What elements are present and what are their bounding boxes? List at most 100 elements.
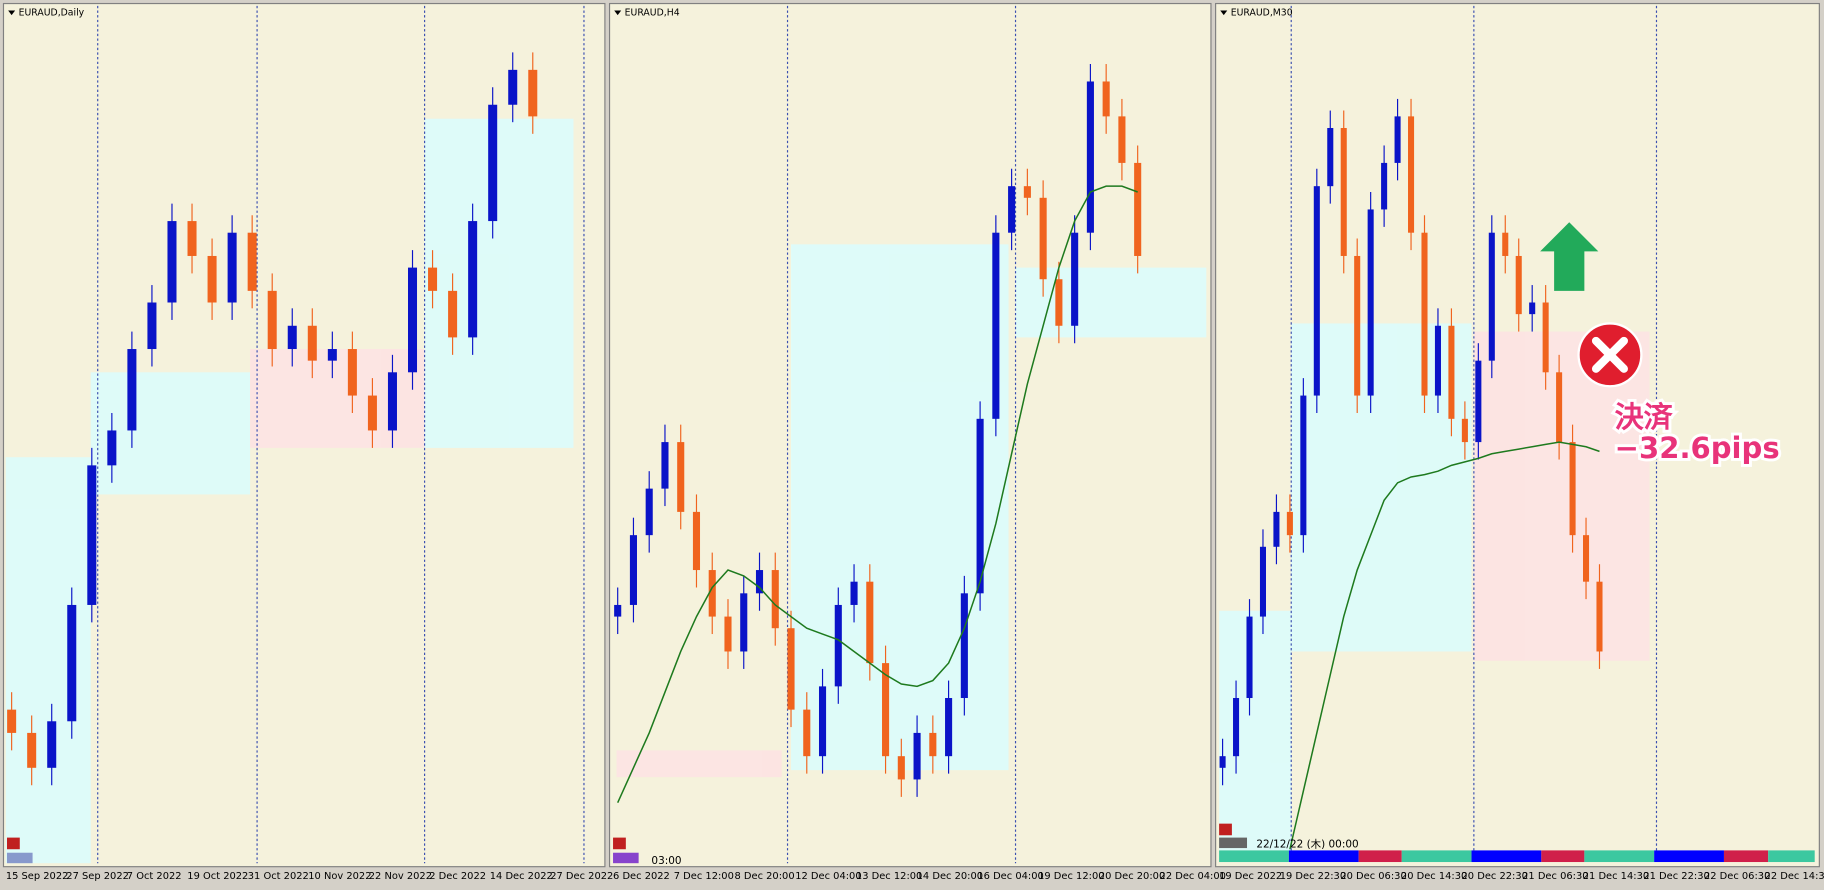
candle-body (1071, 232, 1079, 326)
candle-body (1569, 442, 1576, 536)
candle-body (1448, 325, 1455, 419)
candle-body (1023, 186, 1031, 198)
candle-body (327, 349, 337, 361)
candle-body (1583, 535, 1590, 582)
title-marker (1220, 10, 1228, 16)
candle-body (307, 325, 317, 361)
candle-body (1556, 372, 1563, 443)
x-tick-label: 19 Oct 2022 (187, 871, 248, 882)
tool-button[interactable] (613, 852, 639, 864)
session (1471, 850, 1542, 863)
candle-body (661, 442, 669, 489)
candle-body (1381, 162, 1388, 210)
candle-body (448, 290, 458, 338)
candle-body (1219, 756, 1226, 768)
session (1288, 850, 1359, 863)
candle-body (834, 604, 842, 687)
candle-body (287, 325, 297, 350)
tool-button[interactable] (6, 852, 33, 864)
candle-body (468, 221, 478, 338)
candle-body (67, 604, 77, 722)
session (1541, 850, 1585, 863)
candle-body (897, 756, 905, 780)
x-tick-label: 20 Dec 14:30 (1401, 871, 1467, 882)
x-tick-label: 21 Dec 22:30 (1643, 871, 1709, 882)
x-tick-label: 19 Dec 12:00 (1038, 871, 1104, 882)
title-marker (614, 10, 622, 16)
zone (424, 118, 574, 448)
x-tick-label: 27 Dec 2022 (550, 871, 613, 882)
x-tick-label: 21 Dec 14:30 (1583, 871, 1649, 882)
candle-body (127, 349, 137, 431)
candle-body (976, 418, 984, 594)
zone (1219, 610, 1292, 851)
candle-body (1300, 395, 1307, 536)
candle-body (1259, 546, 1267, 617)
panel-title: EURAUD,H4 (625, 7, 680, 18)
candle-body (960, 593, 968, 699)
x-tick-label: 8 Dec 20:00 (734, 871, 794, 882)
x-tick-label: 19 Dec 2022 (1219, 871, 1282, 882)
candle-body (1286, 511, 1293, 536)
candle-body (1515, 255, 1522, 315)
x-tick-label: 14 Dec 2022 (490, 871, 553, 882)
candle-body (428, 267, 438, 291)
candle-body (1421, 232, 1428, 396)
x-tick-label: 16 Dec 04:00 (977, 871, 1043, 882)
candle-body (708, 570, 716, 617)
candle-body (87, 465, 97, 605)
candle-body (1488, 232, 1495, 361)
candle-body (227, 232, 237, 303)
close-button[interactable] (1219, 823, 1232, 836)
candle-body (267, 290, 277, 350)
cursor-time: 03:00 (651, 855, 681, 867)
x-tick-label: 22 Dec 06:30 (1704, 871, 1770, 882)
signals (1540, 222, 1643, 388)
candle-body (1461, 418, 1468, 443)
candle-body (755, 570, 764, 594)
candle-body (528, 69, 538, 117)
cursor-time: 22/12/22 (木) 00:00 (1256, 839, 1358, 851)
close-button[interactable] (6, 837, 20, 850)
candle-body (1233, 698, 1240, 757)
zone (250, 349, 425, 448)
zone (1291, 323, 1472, 652)
x-tick-label: 2 Dec 2022 (429, 871, 486, 882)
candle-body (1502, 232, 1509, 256)
session (1358, 850, 1402, 863)
candle-body (1246, 616, 1253, 699)
candle-body (1340, 128, 1347, 256)
tool-button[interactable] (1219, 837, 1248, 849)
candle-body (167, 221, 177, 303)
x-tick-label: 7 Oct 2022 (127, 871, 182, 882)
zone (90, 372, 251, 495)
session (1768, 850, 1815, 863)
moving-average (1289, 441, 1600, 850)
candle-body (629, 535, 637, 605)
zone (1015, 267, 1207, 338)
candle-body (1313, 186, 1320, 396)
close-button[interactable] (613, 837, 626, 850)
session (1584, 850, 1655, 863)
candle-body (1408, 116, 1415, 233)
x-tick-label: 22 Dec 14:30 (1765, 871, 1824, 882)
candle-body (387, 372, 397, 431)
candle-body (692, 511, 701, 571)
candle-body (1327, 128, 1334, 187)
candle-body (247, 232, 257, 291)
zones (5, 118, 1650, 864)
candle-body (645, 488, 653, 536)
session (1723, 850, 1769, 863)
x-tick-label: 19 Dec 22:30 (1280, 871, 1346, 882)
candle-body (1434, 325, 1441, 396)
x-tick-label: 21 Dec 06:30 (1522, 871, 1588, 882)
candle-body (787, 628, 795, 710)
candle-body (945, 698, 953, 757)
x-tick-label: 6 Dec 2022 (613, 871, 670, 882)
candle-body (1134, 162, 1142, 256)
candle-body (147, 302, 157, 350)
candle-body (7, 709, 17, 733)
session (1219, 850, 1289, 863)
candle-body (850, 581, 858, 605)
